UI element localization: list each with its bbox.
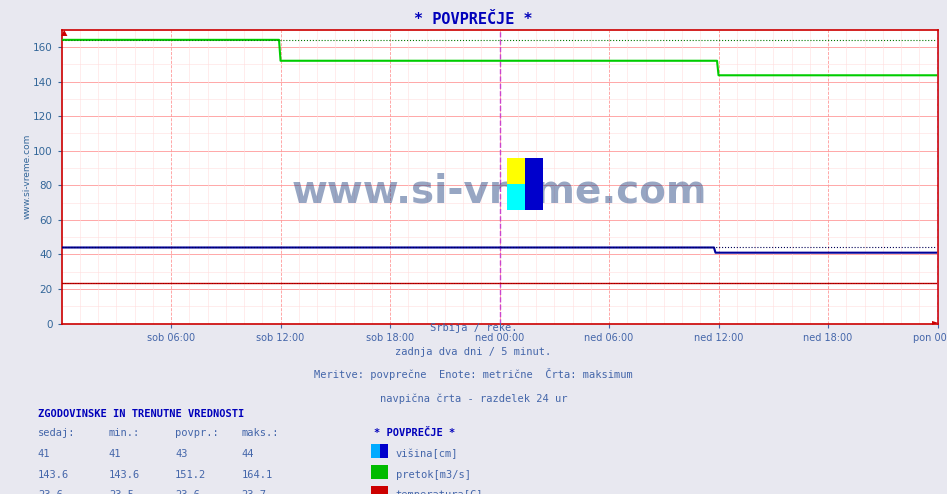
Y-axis label: www.si-vreme.com: www.si-vreme.com: [23, 134, 31, 219]
Text: višina[cm]: višina[cm]: [396, 449, 458, 459]
Text: 143.6: 143.6: [38, 470, 69, 480]
Text: * POVPREČJE *: * POVPREČJE *: [374, 428, 456, 438]
Text: 151.2: 151.2: [175, 470, 206, 480]
Text: 23.6: 23.6: [175, 491, 200, 494]
Text: 23.7: 23.7: [241, 491, 266, 494]
Text: 44: 44: [241, 449, 254, 459]
Text: * POVPREČJE *: * POVPREČJE *: [414, 12, 533, 27]
Text: 143.6: 143.6: [109, 470, 140, 480]
Bar: [507, 158, 525, 184]
Polygon shape: [525, 158, 543, 210]
Text: 41: 41: [38, 449, 50, 459]
Text: Meritve: povprečne  Enote: metrične  Črta: maksimum: Meritve: povprečne Enote: metrične Črta:…: [314, 369, 633, 380]
Text: pretok[m3/s]: pretok[m3/s]: [396, 470, 471, 480]
Text: Srbija / reke.: Srbija / reke.: [430, 323, 517, 333]
Text: www.si-vreme.com: www.si-vreme.com: [292, 172, 707, 210]
Text: 23.6: 23.6: [38, 491, 63, 494]
Text: sedaj:: sedaj:: [38, 428, 76, 438]
Text: ▲: ▲: [62, 28, 67, 37]
Text: ►: ►: [933, 318, 938, 327]
Text: povpr.:: povpr.:: [175, 428, 219, 438]
Text: 43: 43: [175, 449, 188, 459]
Text: min.:: min.:: [109, 428, 140, 438]
Text: 164.1: 164.1: [241, 470, 273, 480]
Polygon shape: [525, 158, 543, 210]
Text: 23.5: 23.5: [109, 491, 134, 494]
Text: zadnja dva dni / 5 minut.: zadnja dva dni / 5 minut.: [396, 347, 551, 357]
Bar: [507, 184, 525, 210]
Text: navpična črta - razdelek 24 ur: navpična črta - razdelek 24 ur: [380, 394, 567, 404]
Text: 41: 41: [109, 449, 121, 459]
Bar: [371, 444, 380, 458]
Text: temperatura[C]: temperatura[C]: [396, 491, 483, 494]
Bar: [380, 444, 388, 458]
Text: maks.:: maks.:: [241, 428, 279, 438]
Text: ZGODOVINSKE IN TRENUTNE VREDNOSTI: ZGODOVINSKE IN TRENUTNE VREDNOSTI: [38, 410, 244, 419]
